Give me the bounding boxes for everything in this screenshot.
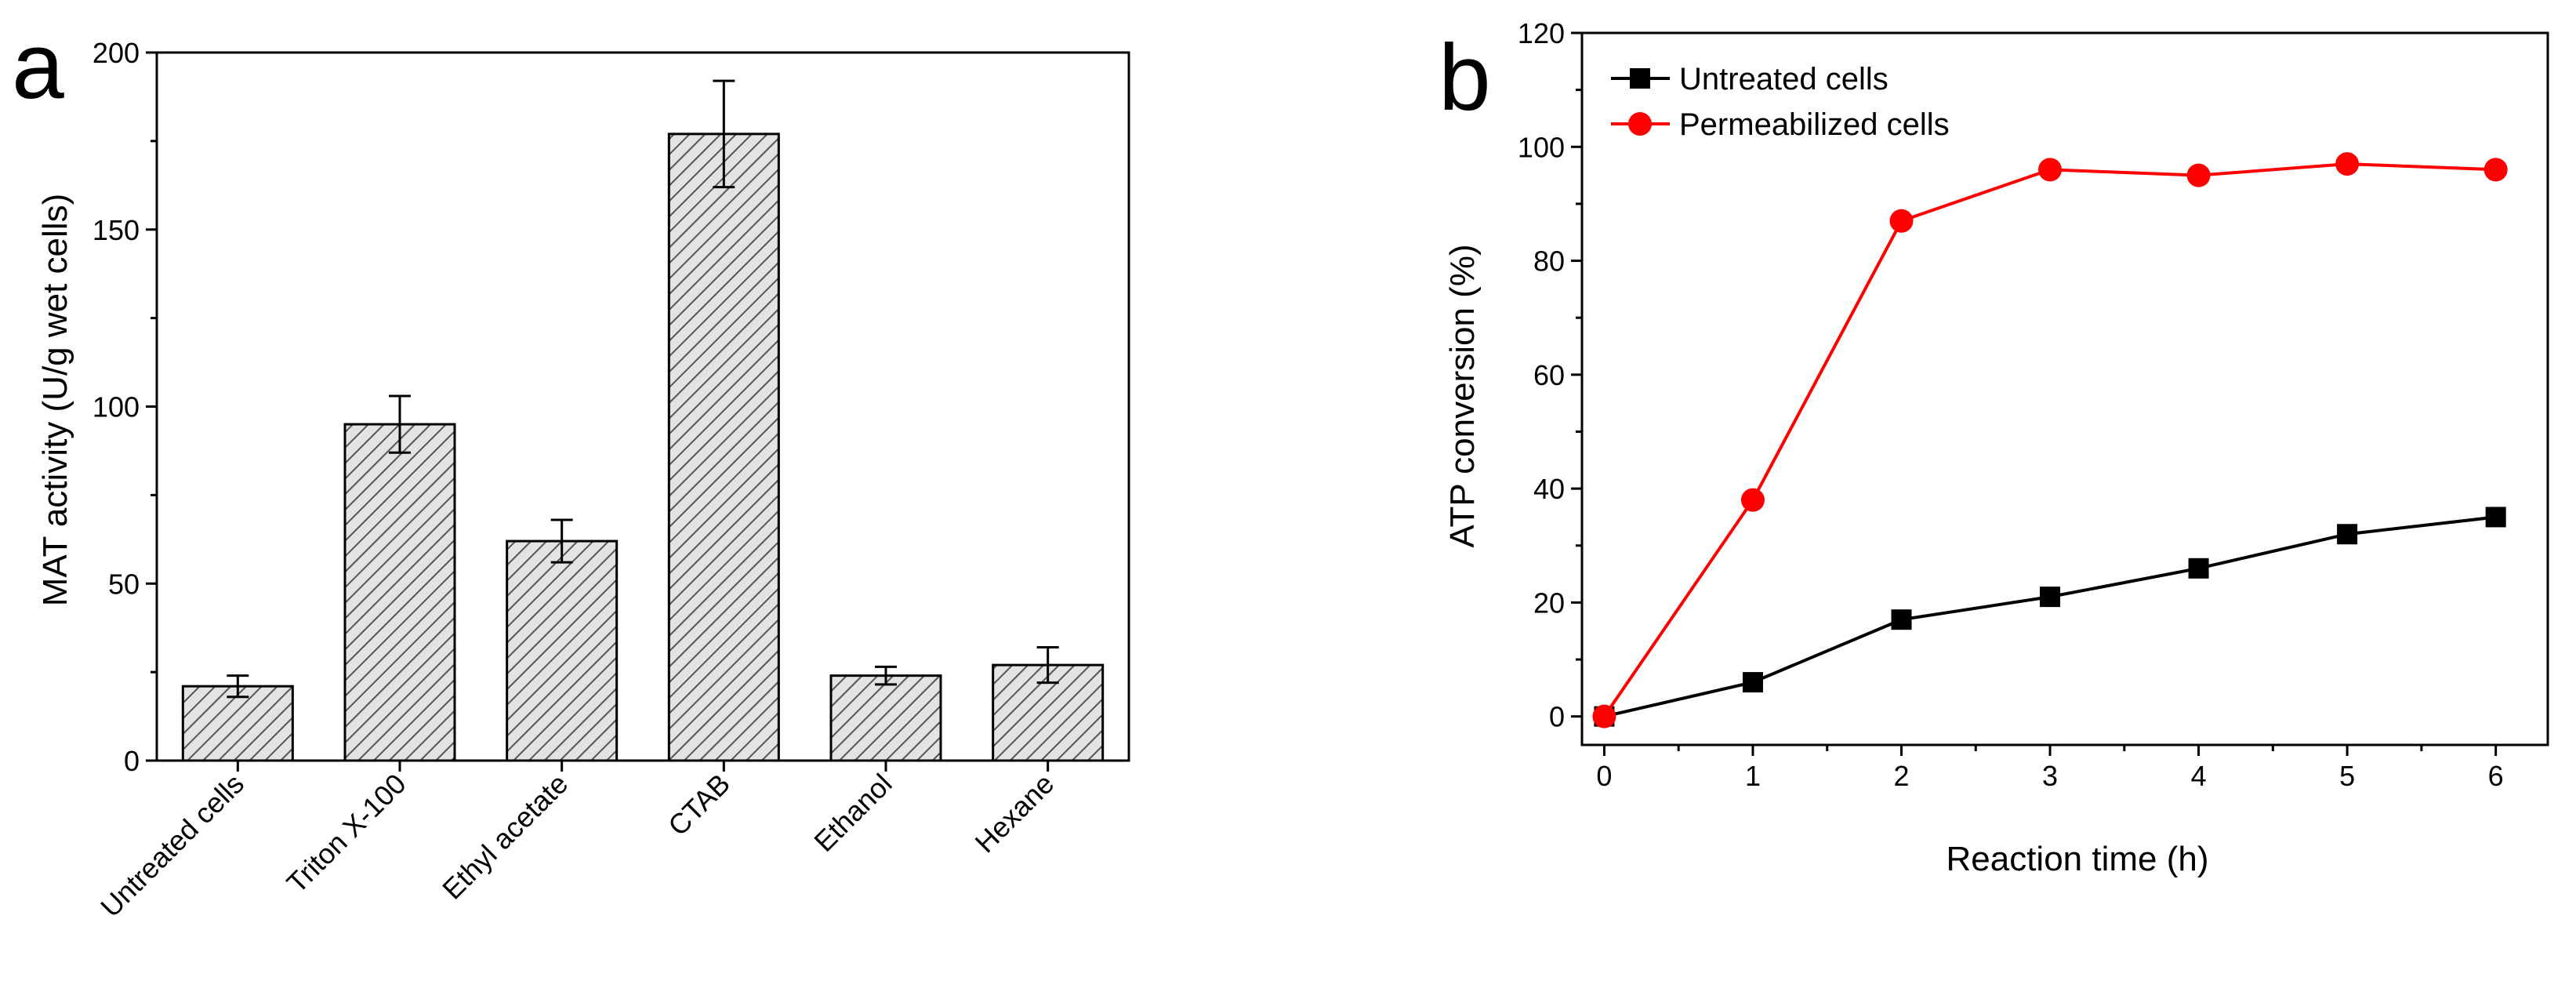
- series-line-permeabilized-cells: [1602, 162, 2496, 717]
- panel-a-y-axis-title: MAT activity (U/g wet cells): [36, 194, 74, 606]
- data-point-permeabilized-cells: [2335, 152, 2360, 176]
- error-bar: [875, 665, 897, 686]
- legend-entry-permeabilized-cells: Permeabilized cells: [1611, 107, 1950, 142]
- panel-a-y-tick-label: 0: [124, 745, 140, 777]
- data-point-permeabilized-cells: [2038, 158, 2063, 182]
- error-bar: [227, 674, 249, 699]
- panel-b-x-tick-label: 0: [1596, 760, 1612, 792]
- error-bar: [550, 518, 573, 564]
- panel-a-bar-chart: a MAT activity (U/g wet cells) 0 50 100 150…: [12, 13, 1130, 924]
- panel-b-y-tick-label: 0: [1549, 701, 1565, 733]
- error-bar: [1036, 646, 1059, 685]
- panel-b-legend: Untreated cells Permeabilized cells: [1611, 62, 1950, 142]
- data-point-permeabilized-cells: [1740, 488, 1765, 512]
- series-line-untreated-cells: [1603, 515, 2496, 718]
- series-untreated-cells: [1594, 507, 2506, 727]
- panel-b-y-tick-label: 60: [1533, 359, 1565, 391]
- panel-b-y-axis-title: ATP conversion (%): [1443, 244, 1482, 547]
- panel-b-axes: 0 20 40 60 80 100 120 0 1 2 3 4 5 6: [1518, 17, 2549, 792]
- data-point-untreated-cells: [1891, 609, 1912, 630]
- panel-b-series: [1592, 152, 2508, 728]
- panel-a-x-tick-label: Triton X-100: [281, 768, 412, 899]
- panel-a-x-tick-label: CTAB: [662, 768, 736, 842]
- panel-a-x-tick-label: Hexane: [969, 768, 1061, 859]
- panel-a-error-bars: [227, 79, 1059, 699]
- error-bar: [389, 394, 411, 454]
- bar-triton-x-100: [343, 423, 456, 762]
- bar-ethyl-acetate: [506, 539, 619, 762]
- panel-b-y-tick-label: 20: [1533, 587, 1565, 619]
- panel-b-y-tick-label: 100: [1518, 131, 1565, 163]
- data-point-untreated-cells: [1742, 672, 1763, 693]
- legend-entry-untreated-cells: Untreated cells: [1611, 62, 1888, 96]
- panel-b-x-tick-label: 3: [2042, 760, 2058, 792]
- data-point-untreated-cells: [2485, 507, 2506, 528]
- panel-b-y-tick-label: 40: [1533, 473, 1565, 505]
- data-point-untreated-cells: [2337, 524, 2358, 545]
- panel-a-axes: 0 50 100 150 200: [93, 37, 1130, 777]
- bar-untreated-cells: [181, 685, 294, 762]
- data-point-untreated-cells: [2188, 558, 2209, 579]
- panel-b-frame: [1580, 31, 2549, 746]
- panel-b-y-tick-label: 80: [1533, 245, 1565, 278]
- panel-b-label: b: [1439, 25, 1491, 130]
- legend-label: Permeabilized cells: [1679, 107, 1950, 142]
- legend-marker: [1630, 68, 1650, 89]
- panel-b-x-tick-label: 1: [1745, 760, 1761, 792]
- series-permeabilized-cells: [1592, 152, 2508, 728]
- panel-b-x-tick-label: 2: [1893, 760, 1909, 792]
- panel-b-x-tick-label: 5: [2339, 760, 2355, 792]
- panel-a-y-tick-label: 100: [93, 391, 140, 423]
- panel-a-bars: [181, 133, 1105, 762]
- panel-b-x-axis-title: Reaction time (h): [1946, 840, 2208, 878]
- panel-a-x-tick-label: Ethanol: [807, 768, 898, 858]
- data-point-untreated-cells: [2040, 587, 2061, 608]
- panel-a-frame: [155, 51, 1130, 762]
- panel-b-x-tick-label: 4: [2191, 760, 2207, 792]
- panel-a-x-tick-labels: Untreated cells Triton X-100 Ethyl acetate…: [94, 768, 1060, 924]
- panel-a-y-tick-label: 50: [108, 568, 140, 600]
- data-point-permeabilized-cells: [2186, 163, 2211, 187]
- panel-b-y-tick-label: 120: [1518, 17, 1565, 49]
- panel-b-line-chart: b ATP conversion (%) Reaction time (h) 0…: [1439, 17, 2549, 878]
- data-point-permeabilized-cells: [2483, 158, 2508, 182]
- legend-marker: [1628, 112, 1652, 136]
- panel-a-label: a: [12, 13, 64, 118]
- panel-a-x-tick-label: Ethyl acetate: [436, 768, 574, 906]
- panel-a-y-tick-label: 200: [93, 37, 140, 69]
- bar-ctab: [667, 133, 780, 762]
- data-point-permeabilized-cells: [1592, 704, 1616, 728]
- panel-a-x-tick-label: Untreated cells: [94, 768, 250, 924]
- panel-a-y-tick-label: 150: [93, 214, 140, 246]
- error-bar: [713, 79, 735, 189]
- legend-label: Untreated cells: [1679, 62, 1888, 96]
- panel-b-x-tick-label: 6: [2488, 760, 2504, 792]
- bar-ethanol: [829, 674, 942, 762]
- data-point-permeabilized-cells: [1889, 209, 1914, 233]
